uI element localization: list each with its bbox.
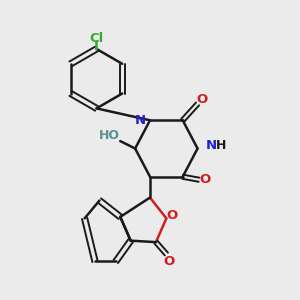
Text: O: O <box>200 173 211 186</box>
Text: H: H <box>216 139 226 152</box>
Text: N: N <box>134 114 146 127</box>
Text: O: O <box>196 93 208 106</box>
Text: HO: HO <box>99 129 120 142</box>
Text: Cl: Cl <box>89 32 103 45</box>
Text: N: N <box>206 139 217 152</box>
Text: O: O <box>167 209 178 222</box>
Text: O: O <box>164 255 175 268</box>
